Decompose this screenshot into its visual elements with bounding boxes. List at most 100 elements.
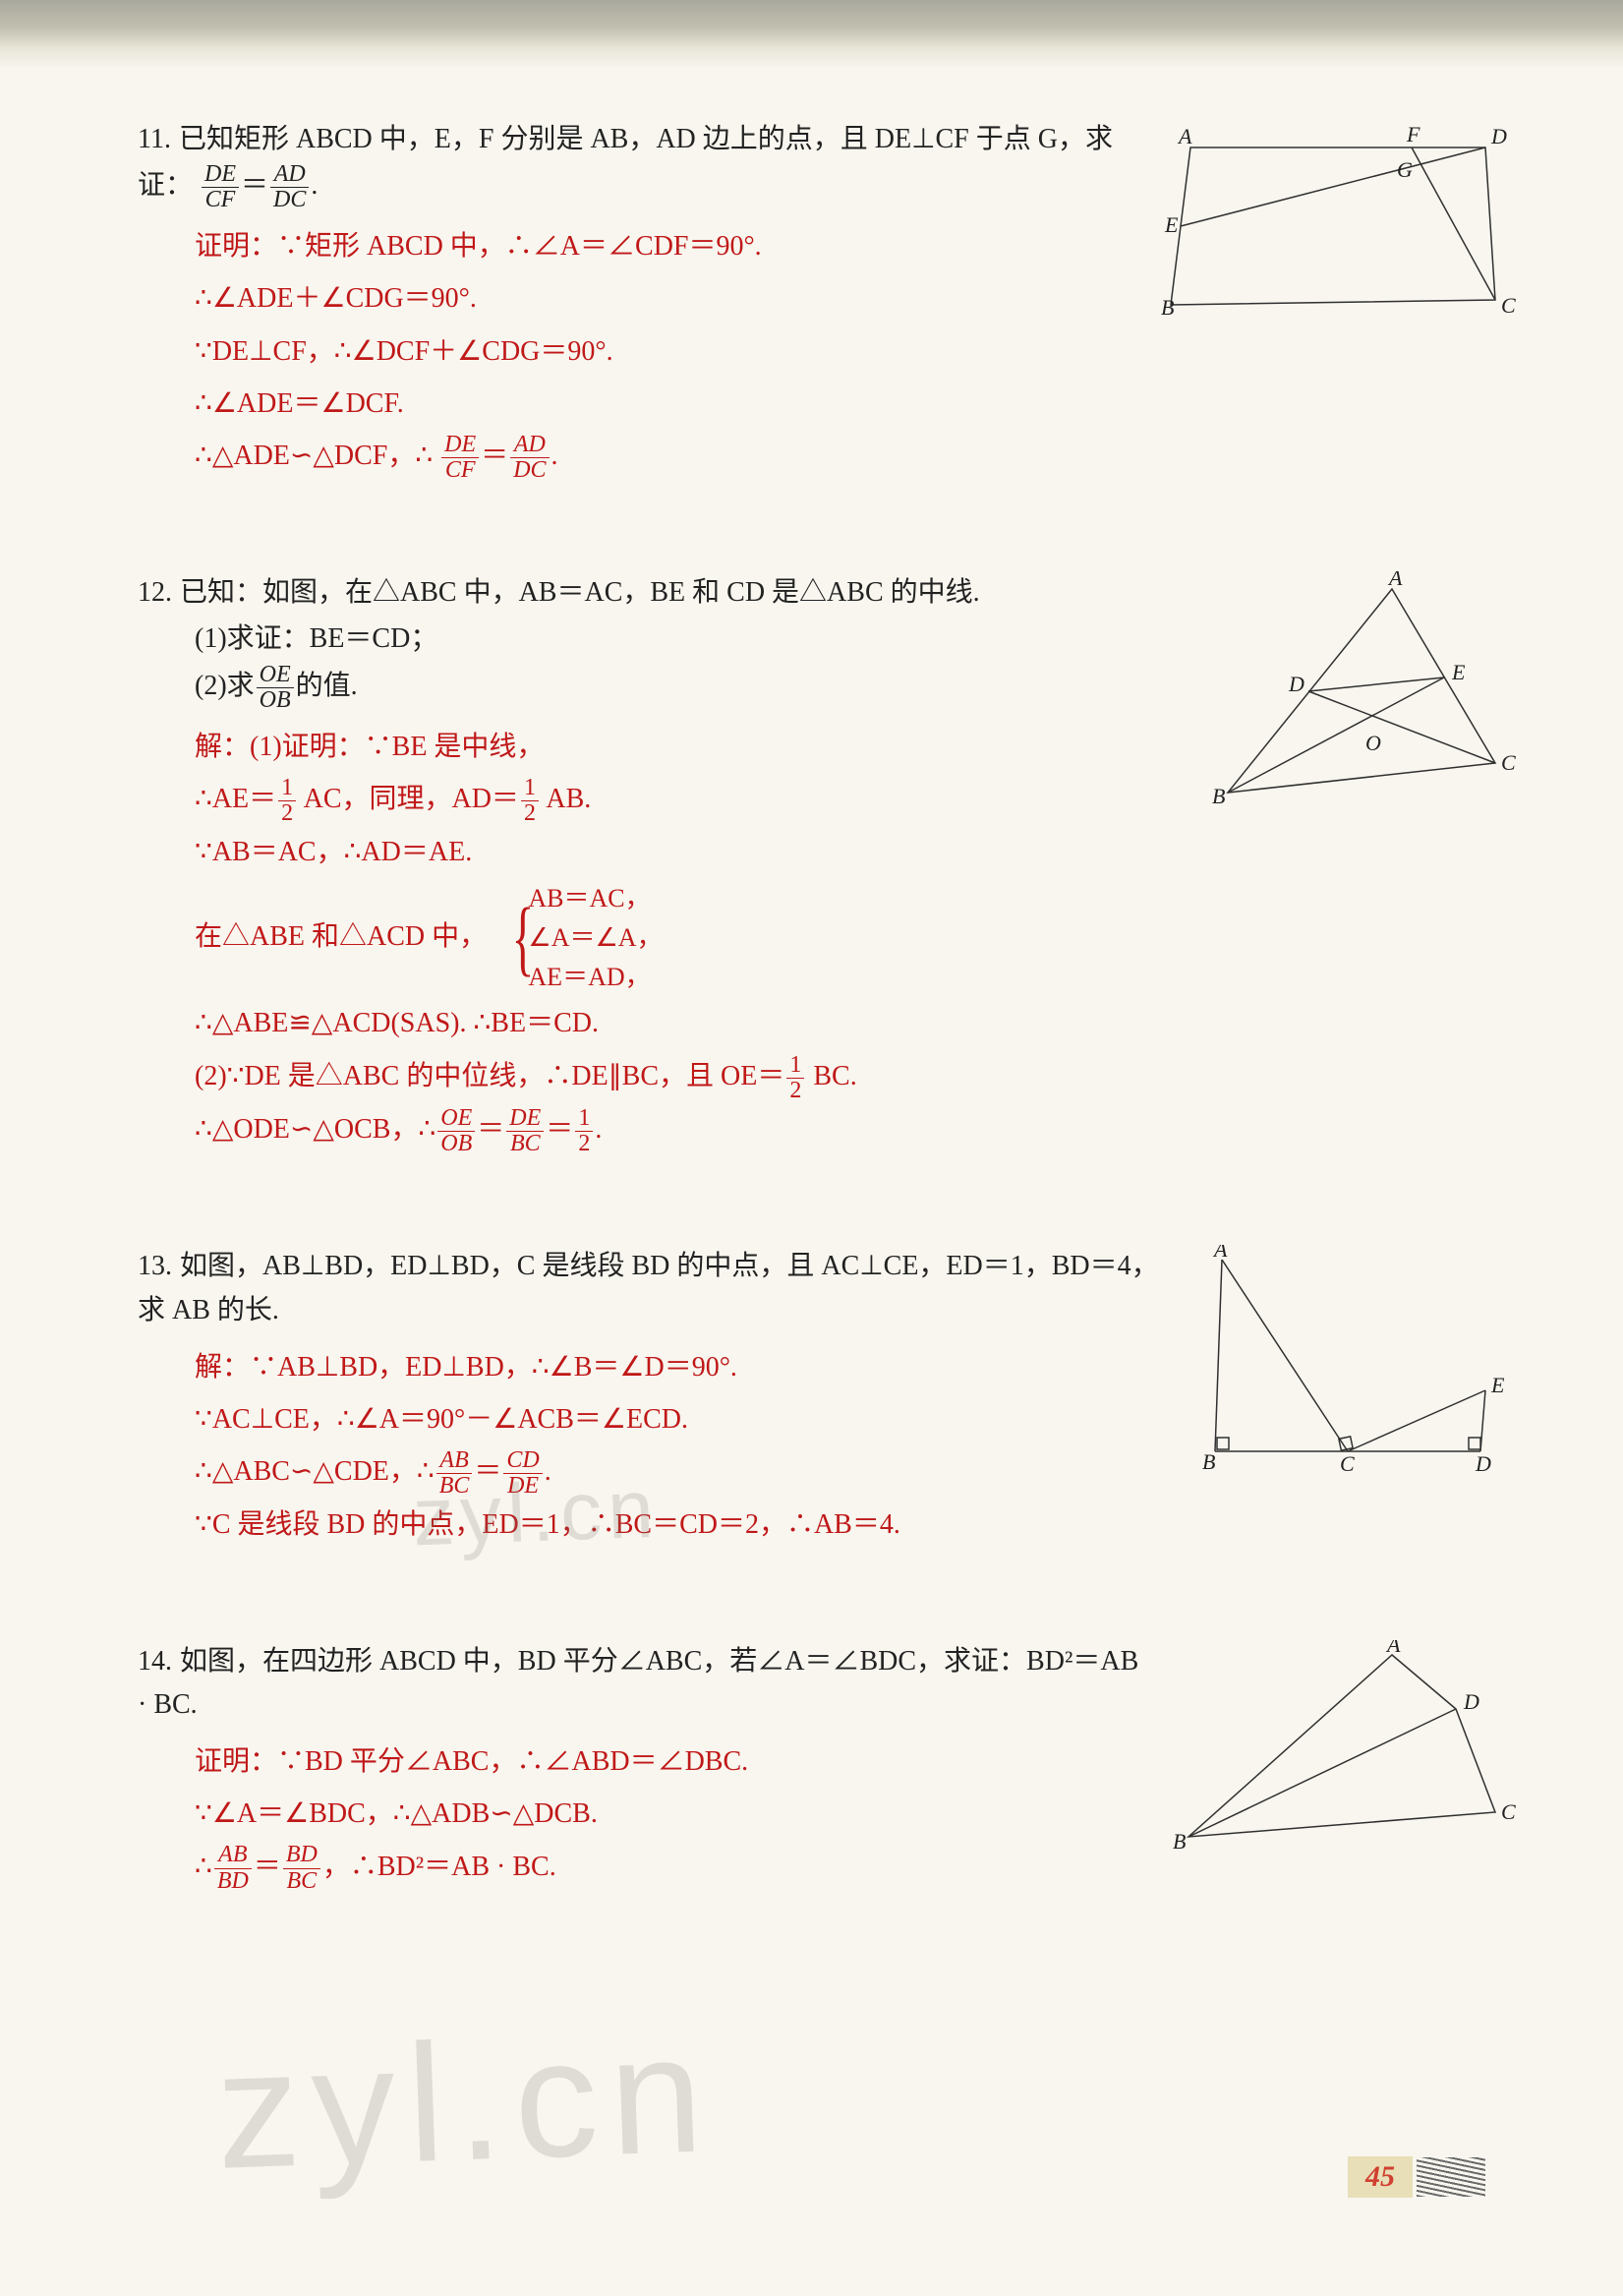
- denominator: 2: [521, 801, 539, 826]
- fraction: OE OB: [257, 663, 294, 713]
- label-C: C: [1340, 1451, 1355, 1476]
- answer-line: ∵C 是线段 BD 的中点，ED＝1，∴BC＝CD＝2，∴AB＝4.: [195, 1499, 1170, 1551]
- text: (2)求: [195, 671, 255, 701]
- label-A: A: [1385, 1640, 1401, 1657]
- diagram-12: A B C D E O: [1210, 571, 1525, 822]
- denominator: 2: [278, 801, 296, 826]
- diagram-14: A B C D: [1171, 1640, 1525, 1866]
- label-E: E: [1490, 1373, 1505, 1397]
- denominator: DE: [503, 1474, 542, 1499]
- label-A: A: [1212, 1245, 1228, 1262]
- brace-items: AB＝AC， ∠A＝∠A， AE＝AD，: [528, 879, 662, 998]
- fraction: BD BC: [283, 1843, 320, 1893]
- label-A: A: [1387, 571, 1403, 590]
- label-D: D: [1463, 1689, 1479, 1714]
- text: 在△ABE 和△ACD 中，: [195, 920, 487, 951]
- fraction: AB BD: [214, 1843, 252, 1893]
- problem-statement: 如图，AB⊥BD，ED⊥BD，C 是线段 BD 的中点，且 AC⊥CE，ED＝1…: [138, 1251, 1159, 1325]
- text: ＝: [254, 1852, 281, 1882]
- label-F: F: [1406, 122, 1420, 147]
- left-brace-icon: {: [512, 900, 535, 975]
- label-O: O: [1365, 731, 1381, 755]
- answer-line: ∴△ABC∽△CDE，∴ AB BC ＝ CD DE .: [195, 1445, 1170, 1499]
- numerator: 1: [786, 1053, 804, 1079]
- fraction: DE CF: [202, 162, 239, 212]
- numerator: 1: [575, 1106, 593, 1132]
- label-C: C: [1501, 750, 1516, 775]
- problem-number: 13.: [138, 1251, 172, 1281]
- answer-line: ∵∠A＝∠BDC，∴△ADB∽△DCB.: [195, 1788, 1151, 1840]
- text: ＝: [474, 1456, 501, 1487]
- numerator: AB: [214, 1843, 252, 1868]
- answer-line: ∵DE⊥CF，∴∠DCF＋∠CDG＝90°.: [195, 325, 1141, 378]
- watermark: zyl.cn: [213, 1997, 718, 2208]
- fraction: 1 2: [521, 776, 539, 826]
- text: .: [595, 1114, 602, 1145]
- text: ∴AE＝: [195, 784, 276, 814]
- problem-number: 11.: [138, 124, 171, 154]
- problem-13-body: 13. 如图，AB⊥BD，ED⊥BD，C 是线段 BD 的中点，且 AC⊥CE，…: [138, 1245, 1170, 1551]
- sub-question-2: (2)求 OE OB 的值.: [195, 663, 1170, 713]
- fraction: AB BC: [436, 1448, 473, 1499]
- numerator: OE: [437, 1106, 475, 1132]
- answer-line: ∴∠ADE＋∠CDG＝90°.: [195, 272, 1141, 324]
- page-stripes-icon: [1417, 2157, 1485, 2197]
- numerator: 1: [278, 776, 296, 801]
- brace-item: ∠A＝∠A，: [528, 918, 662, 958]
- problem-14-body: 14. 如图，在四边形 ABCD 中，BD 平分∠ABC，若∠A＝∠BDC，求证…: [138, 1640, 1151, 1894]
- denominator: BC: [283, 1869, 320, 1894]
- problem-14: 14. 如图，在四边形 ABCD 中，BD 平分∠ABC，若∠A＝∠BDC，求证…: [138, 1640, 1525, 1894]
- fraction: DE BC: [506, 1106, 544, 1156]
- problem-number: 12.: [138, 577, 172, 608]
- denominator: 2: [575, 1132, 593, 1156]
- perpendicular-diagram: A B C D E: [1190, 1245, 1525, 1476]
- answer-line: 证明：∵BD 平分∠ABC，∴∠ABD＝∠DBC.: [195, 1736, 1151, 1788]
- answer-line: ∵AC⊥CE，∴∠A＝90°－∠ACB＝∠ECD.: [195, 1393, 1170, 1445]
- fraction: AD DC: [270, 162, 309, 212]
- fraction: CD DE: [503, 1448, 542, 1499]
- text: AC，同理，AD＝: [298, 784, 519, 814]
- label-C: C: [1501, 293, 1516, 318]
- numerator: AD: [510, 433, 549, 458]
- problem-statement: 已知矩形 ABCD 中，E，F 分别是 AB，AD 边上的点，且 DE⊥CF 于…: [138, 124, 1113, 201]
- text: ，∴BD²＝AB · BC.: [322, 1852, 556, 1882]
- problem-number: 14.: [138, 1646, 172, 1677]
- problem-11-body: 11. 已知矩形 ABCD 中，E，F 分别是 AB，AD 边上的点，且 DE⊥…: [138, 118, 1141, 483]
- fraction: OE OB: [437, 1106, 475, 1156]
- label-E: E: [1164, 212, 1179, 237]
- answer-line: (2)∵DE 是△ABC 的中位线，∴DE∥BC，且 OE＝ 1 2 BC.: [195, 1050, 1170, 1103]
- answer-line: ∴∠ADE＝∠DCF.: [195, 378, 1141, 430]
- label-D: D: [1490, 124, 1507, 148]
- answer-line: 解：(1)证明：∵BE 是中线，: [195, 721, 1170, 773]
- page-number: 45: [1348, 2156, 1413, 2198]
- text: .: [545, 1456, 551, 1487]
- quadrilateral-diagram: A B C D: [1171, 1640, 1525, 1861]
- numerator: OE: [257, 663, 294, 688]
- fraction: 1 2: [278, 776, 296, 826]
- fraction: 1 2: [575, 1106, 593, 1156]
- answer-line: ∴△ODE∽△OCB，∴ OE OB ＝ DE BC ＝ 1 2 .: [195, 1103, 1170, 1156]
- text: ＝: [477, 1114, 504, 1145]
- problem-11: 11. 已知矩形 ABCD 中，E，F 分别是 AB，AD 边上的点，且 DE⊥…: [138, 118, 1525, 483]
- diagram-13: A B C D E: [1190, 1245, 1525, 1481]
- numerator: 1: [521, 776, 539, 801]
- problem-statement: 已知：如图，在△ABC 中，AB＝AC，BE 和 CD 是△ABC 的中线.: [180, 577, 980, 608]
- fraction: AD DC: [510, 433, 549, 483]
- denominator: BC: [506, 1132, 544, 1156]
- label-D: D: [1475, 1451, 1491, 1476]
- denominator: DC: [510, 458, 549, 483]
- worksheet-page: 11. 已知矩形 ABCD 中，E，F 分别是 AB，AD 边上的点，且 DE⊥…: [0, 0, 1623, 2296]
- problem-13: 13. 如图，AB⊥BD，ED⊥BD，C 是线段 BD 的中点，且 AC⊥CE，…: [138, 1245, 1525, 1551]
- problem-statement: 如图，在四边形 ABCD 中，BD 平分∠ABC，若∠A＝∠BDC，求证：BD²…: [138, 1646, 1138, 1721]
- sub-question-1: (1)求证：BE＝CD；: [195, 616, 1170, 663]
- numerator: AD: [270, 162, 309, 188]
- rectangle-diagram: A D B C E F G: [1161, 118, 1525, 324]
- label-E: E: [1451, 660, 1466, 684]
- denominator: BC: [436, 1474, 473, 1499]
- fraction: 1 2: [786, 1053, 804, 1103]
- answer-line: 证明：∵矩形 ABCD 中，∴∠A＝∠CDF＝90°.: [195, 220, 1141, 272]
- diagram-11: A D B C E F G: [1161, 118, 1525, 329]
- label-B: B: [1161, 295, 1174, 320]
- answer-line: ∴△ABE≌△ACD(SAS). ∴BE＝CD.: [195, 997, 1170, 1049]
- text: ∴△ADE∽△DCF，∴: [195, 441, 433, 471]
